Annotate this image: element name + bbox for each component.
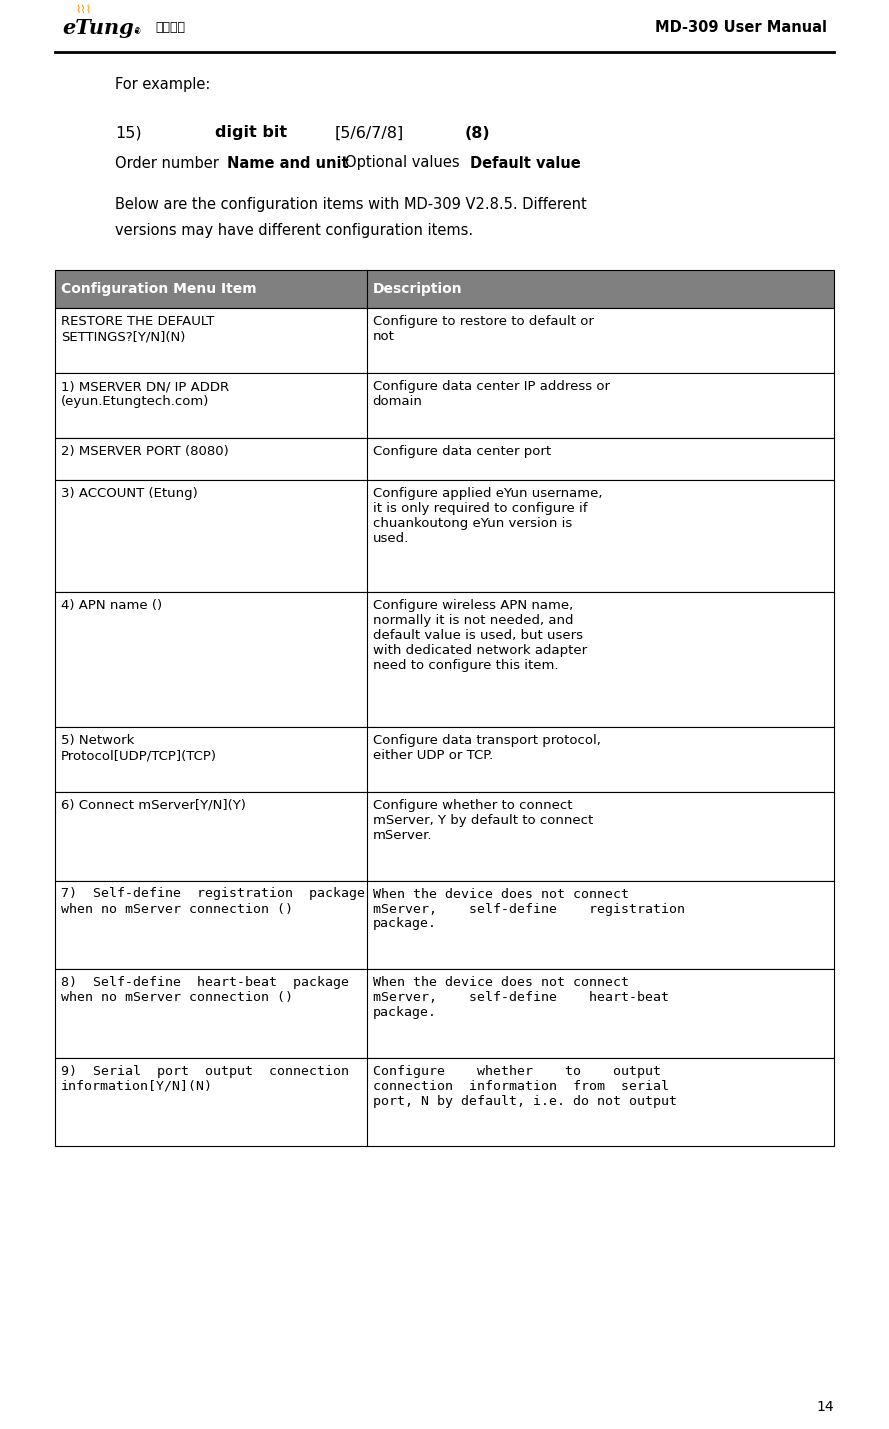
Text: Configure to restore to default or
not: Configure to restore to default or not [372,314,594,343]
Text: 4) APN name (): 4) APN name () [61,599,162,612]
Text: MD-309 User Manual: MD-309 User Manual [655,20,827,36]
Text: 14: 14 [816,1400,834,1415]
Text: Below are the configuration items with MD-309 V2.8.5. Different: Below are the configuration items with M… [115,197,587,213]
Text: Optional values: Optional values [345,156,460,170]
Text: Configure applied eYun username,
it is only required to configure if
chuankouton: Configure applied eYun username, it is o… [372,486,602,544]
Text: (8): (8) [465,126,491,140]
Bar [55,439,834,480]
Text: 2) MSERVER PORT (8080): 2) MSERVER PORT (8080) [61,444,228,459]
Bar [55,373,834,439]
Text: 7)  Self-define  registration  package
when no mServer connection (): 7) Self-define registration package when… [61,887,365,916]
Bar [55,1057,834,1146]
Text: 1) MSERVER DN/ IP ADDR
(eyun.Etungtech.com): 1) MSERVER DN/ IP ADDR (eyun.Etungtech.c… [61,380,229,409]
Text: Order number: Order number [115,156,219,170]
Text: Description: Description [372,282,462,296]
Text: 8)  Self-define  heart-beat  package
when no mServer connection (): 8) Self-define heart-beat package when n… [61,976,349,1005]
Text: ®: ® [134,27,141,37]
Text: Configure    whether    to    output
connection  information  from  serial
port,: Configure whether to output connection i… [372,1065,677,1107]
Bar [55,270,834,309]
Text: RESTORE THE DEFAULT
SETTINGS?[Y/N](N): RESTORE THE DEFAULT SETTINGS?[Y/N](N) [61,314,214,343]
Text: 骄唐科技: 骄唐科技 [155,21,185,34]
Text: Name and unit: Name and unit [227,156,348,170]
Text: Configure data center port: Configure data center port [372,444,550,459]
Text: When the device does not connect
mServer,    self-define    registration
package: When the device does not connect mServer… [372,887,685,930]
Bar [55,880,834,969]
Text: Configure whether to connect
mServer, Y by default to connect
mServer.: Configure whether to connect mServer, Y … [372,799,593,842]
Text: ⌇⌇⌇: ⌇⌇⌇ [75,4,92,14]
Text: [5/6/7/8]: [5/6/7/8] [335,126,404,140]
Text: Configuration Menu Item: Configuration Menu Item [61,282,257,296]
Bar [55,592,834,727]
Text: 6) Connect mServer[Y/N](Y): 6) Connect mServer[Y/N](Y) [61,799,246,812]
Text: 3) ACCOUNT (Etung): 3) ACCOUNT (Etung) [61,486,197,500]
Text: 15): 15) [115,126,141,140]
Bar [55,727,834,792]
Text: versions may have different configuration items.: versions may have different configuratio… [115,223,473,239]
Text: Configure wireless APN name,
normally it is not needed, and
default value is use: Configure wireless APN name, normally it… [372,599,587,672]
Text: 5) Network
Protocol[UDP/TCP](TCP): 5) Network Protocol[UDP/TCP](TCP) [61,735,217,762]
Text: digit bit: digit bit [215,126,287,140]
Bar [55,309,834,373]
Text: Default value: Default value [470,156,581,170]
Text: For example:: For example: [115,77,211,93]
Bar [55,969,834,1057]
Text: When the device does not connect
mServer,    self-define    heart-beat
package.: When the device does not connect mServer… [372,976,669,1019]
Bar [55,792,834,880]
Text: .: . [132,19,139,37]
Text: Configure data center IP address or
domain: Configure data center IP address or doma… [372,380,610,409]
Text: 9)  Serial  port  output  connection
information[Y/N](N): 9) Serial port output connection informa… [61,1065,349,1093]
Text: Configure data transport protocol,
either UDP or TCP.: Configure data transport protocol, eithe… [372,735,600,762]
Bar [55,480,834,592]
Text: eTung: eTung [62,19,133,39]
